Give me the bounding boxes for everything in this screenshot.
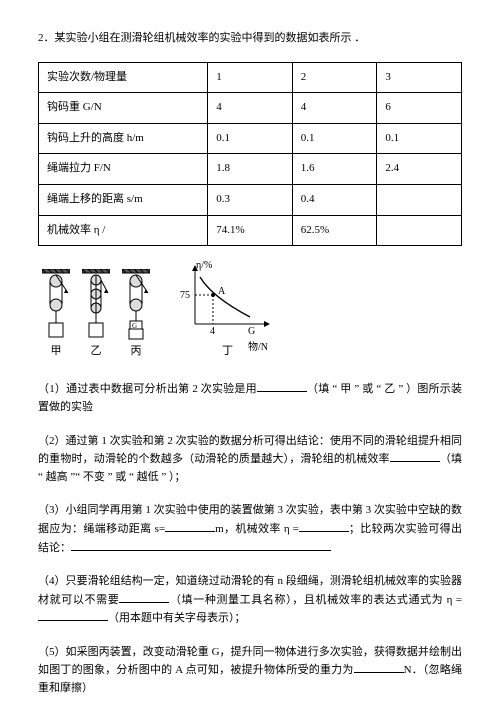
- cell: 0.4: [292, 184, 377, 215]
- table-row: 实验次数/物理量 1 2 3: [39, 62, 462, 93]
- cell: 0.1: [377, 123, 462, 154]
- cell-label: 实验次数/物理量: [39, 62, 208, 93]
- sub-question-1: （1）通过表中数据可分析出第 2 次实验是用（填 “ 甲 ” 或 “ 乙 ” ）…: [38, 380, 462, 416]
- cell: 2: [292, 62, 377, 93]
- cell: 0.1: [292, 123, 377, 154]
- pulley-icon: G: [122, 269, 150, 341]
- pulley-jia: 甲: [42, 269, 70, 361]
- cell-label: 钩码上升的高度 h/m: [39, 123, 208, 154]
- cell: 1.6: [292, 154, 377, 185]
- point-a-label: A: [218, 284, 225, 300]
- x-tick: 4: [210, 324, 215, 340]
- y-tick: 75: [180, 288, 190, 304]
- table-row: 绳端拉力 F/N 1.8 1.6 2.4: [39, 154, 462, 185]
- sub-question-2: （2）通过第 1 次实验和第 2 次实验的数据分析可得出结论：使用不同的滑轮组提…: [38, 433, 462, 487]
- intro-text: 某实验小组在测滑轮组机械效率的实验中得到的数据如表所示 ．: [55, 32, 366, 44]
- question-number: 2．: [38, 32, 55, 44]
- graph-unit: η/% 75 A 4 G物/N 丁: [180, 262, 275, 360]
- blank-input[interactable]: [119, 591, 169, 603]
- cell: 6: [377, 93, 462, 124]
- efficiency-graph: η/% 75 A 4 G物/N: [180, 262, 275, 341]
- cell-label: 绳端拉力 F/N: [39, 154, 208, 185]
- pulley-label: 乙: [91, 343, 102, 361]
- figures-row: 甲 乙: [42, 262, 462, 360]
- sub-question-3: （3）小组同学再用第 1 次实验中使用的装置做第 3 次实验，表中第 3 次实验…: [38, 502, 462, 557]
- cell: 1: [208, 62, 293, 93]
- q4-text-c: （用本题中有关字母表示）；: [108, 612, 246, 624]
- cell-label: 绳端上移的距离 s/m: [39, 184, 208, 215]
- cell: 1.8: [208, 154, 293, 185]
- blank-input[interactable]: [257, 380, 307, 392]
- x-axis-label: G物/N: [248, 324, 275, 356]
- table-row: 机械效率 η / 74.1% 62.5%: [39, 215, 462, 246]
- cell-label: 机械效率 η /: [39, 215, 208, 246]
- table-row: 钩码上升的高度 h/m 0.1 0.1 0.1: [39, 123, 462, 154]
- table-row: 钩码重 G/N 4 4 6: [39, 93, 462, 124]
- pulley-yi: 乙: [82, 269, 110, 361]
- graph-caption: 丁: [222, 343, 233, 361]
- data-table: 实验次数/物理量 1 2 3 钩码重 G/N 4 4 6 钩码上升的高度 h/m…: [38, 62, 462, 247]
- cell: 0.3: [208, 184, 293, 215]
- pulley-bing: G 丙: [122, 269, 150, 361]
- blank-input[interactable]: [390, 450, 440, 462]
- blank-input[interactable]: [299, 520, 349, 532]
- cell: 0.1: [208, 123, 293, 154]
- blank-input[interactable]: [354, 661, 404, 673]
- blank-input[interactable]: [38, 609, 108, 621]
- cell: [377, 184, 462, 215]
- cell-label: 钩码重 G/N: [39, 93, 208, 124]
- table-row: 绳端上移的距离 s/m 0.3 0.4: [39, 184, 462, 215]
- q3-text-b: m，机械效率 η =: [215, 523, 299, 535]
- y-axis-label: η/%: [196, 258, 212, 274]
- question-intro: 2．某实验小组在测滑轮组机械效率的实验中得到的数据如表所示 ．: [38, 30, 462, 48]
- sub-question-5: （5）如采图丙装置，改变动滑轮重 G，提升同一物体进行多次实验，获得数据并绘制出…: [38, 644, 462, 698]
- cell: [377, 215, 462, 246]
- blank-input[interactable]: [165, 520, 215, 532]
- cell: 4: [208, 93, 293, 124]
- cell: 74.1%: [208, 215, 293, 246]
- blank-input[interactable]: [71, 539, 331, 551]
- cell: 3: [377, 62, 462, 93]
- pulley-label: 甲: [51, 343, 62, 361]
- q4-text-b: （填一种测量工具名称），且机械效率的表达式通式为 η =: [169, 594, 462, 606]
- pulley-icon: [82, 269, 110, 341]
- pulley-icon: [42, 269, 70, 341]
- cell: 2.4: [377, 154, 462, 185]
- pulley-diagrams: 甲 乙: [42, 269, 150, 361]
- cell: 62.5%: [292, 215, 377, 246]
- pulley-label: 丙: [131, 343, 142, 361]
- sub-question-4: （4）只要滑轮组结构一定，知道绕过动滑轮的有 n 段细绳，测滑轮组机械效率的实验…: [38, 573, 462, 628]
- cell: 4: [292, 93, 377, 124]
- q1-text-a: （1）通过表中数据可分析出第 2 次实验是用: [38, 383, 257, 395]
